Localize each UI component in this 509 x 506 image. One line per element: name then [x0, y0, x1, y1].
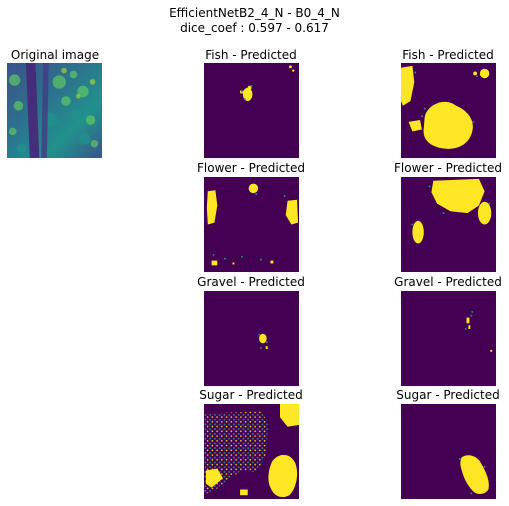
panel-fish-b	[401, 63, 496, 158]
figure-title-line2: dice_coef : 0.597 - 0.617	[180, 21, 329, 35]
fish-a-mask-plot	[204, 63, 299, 158]
panel-sugar-b	[401, 404, 496, 499]
sugar-a-mask-plot	[204, 404, 299, 499]
figure-title: EfficientNetB2_4_N - B0_4_N dice_coef : …	[0, 6, 509, 36]
panel-gravel-a	[204, 291, 299, 386]
sugar-b-mask-plot	[401, 404, 496, 499]
panel-title-flower-b: Flower - Predicted	[394, 161, 502, 175]
panel-title-fish-b: Fish - Predicted	[402, 48, 494, 62]
panel-fish-a	[204, 63, 299, 158]
gravel-b-mask-plot	[401, 291, 496, 386]
panel-title-sugar-a: Sugar - Predicted	[199, 388, 303, 402]
panel-title-original: Original image	[10, 48, 100, 62]
flower-b-mask-plot	[401, 177, 496, 272]
panel-gravel-b	[401, 291, 496, 386]
panel-sugar-a	[204, 404, 299, 499]
panel-title-gravel-a: Gravel - Predicted	[197, 275, 305, 289]
panel-original-image	[7, 63, 102, 158]
flower-a-mask-plot	[204, 177, 299, 272]
gravel-a-mask-plot	[204, 291, 299, 386]
figure-title-line1: EfficientNetB2_4_N - B0_4_N	[169, 6, 340, 20]
panel-title-sugar-b: Sugar - Predicted	[396, 388, 500, 402]
panel-title-gravel-b: Gravel - Predicted	[394, 275, 502, 289]
panel-flower-b	[401, 177, 496, 272]
panel-title-fish-a: Fish - Predicted	[205, 48, 297, 62]
fish-b-mask-plot	[401, 63, 496, 158]
original-image-plot	[7, 63, 102, 158]
panel-flower-a	[204, 177, 299, 272]
panel-title-flower-a: Flower - Predicted	[197, 161, 305, 175]
